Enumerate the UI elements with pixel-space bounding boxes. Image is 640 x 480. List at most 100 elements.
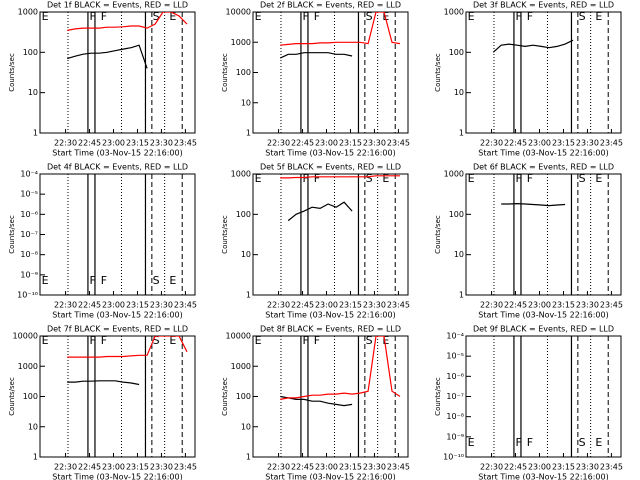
x-tick-label: 22:45 <box>291 139 314 148</box>
panel-title: Det 2f BLACK = Events, RED = LLD <box>260 1 401 10</box>
event-label: F <box>90 274 96 287</box>
x-tick-label: 23:45 <box>600 301 623 310</box>
event-label: E <box>255 172 262 185</box>
event-label: S <box>579 172 586 185</box>
x-tick-label: 22:45 <box>78 139 101 148</box>
plot-frame <box>39 11 196 134</box>
y-axis-label: Counts/sec <box>221 377 229 416</box>
event-label: S <box>579 436 586 449</box>
x-tick-label: 22:30 <box>267 139 290 148</box>
y-tick-label: 1000 <box>231 38 251 47</box>
y-tick-label: 10⁻⁷ <box>446 392 464 401</box>
x-tick-label: 23:30 <box>150 301 173 310</box>
x-axis-label: Start Time (03-Nov-15 22:16:00) <box>478 149 608 158</box>
y-tick-label: 1 <box>33 129 38 138</box>
series-line <box>279 52 353 59</box>
x-tick-label: 22:30 <box>480 301 503 310</box>
event-label: F <box>527 10 533 23</box>
x-tick-label: 22:45 <box>291 301 314 310</box>
event-label: E <box>382 172 389 185</box>
plot-frame <box>252 335 409 458</box>
y-axis-label: Counts/sec <box>8 215 16 254</box>
x-tick-label: 22:45 <box>78 301 101 310</box>
y-axis-label: Counts/sec <box>221 215 229 254</box>
x-tick-label: 22:30 <box>54 139 77 148</box>
x-tick-label: 22:45 <box>504 139 527 148</box>
y-tick-label: 1 <box>459 291 464 300</box>
y-tick-label: 1000 <box>231 362 251 371</box>
y-tick-label: 10⁻⁶ <box>20 210 38 219</box>
y-tick-label: 100 <box>236 68 251 77</box>
event-label: F <box>101 274 107 287</box>
x-tick-label: 22:30 <box>480 139 503 148</box>
series-line <box>67 380 140 386</box>
y-tick-label: 1 <box>33 453 38 462</box>
x-tick-label: 23:45 <box>387 139 410 148</box>
y-tick-label: 10⁻⁹ <box>446 432 464 441</box>
x-tick-label: 22:30 <box>54 301 77 310</box>
event-label: E <box>42 274 49 287</box>
panel: Det 7f BLACK = Events, RED = LLD Start Ti… <box>8 325 197 480</box>
series-line <box>280 336 401 400</box>
x-tick-label: 23:00 <box>315 463 338 472</box>
panel: Det 1f BLACK = Events, RED = LLD Start Ti… <box>8 1 197 158</box>
y-tick-label: 10 <box>241 250 251 259</box>
x-tick-label: 22:45 <box>291 463 314 472</box>
y-axis-label: Counts/sec <box>8 53 16 92</box>
event-label: E <box>595 172 602 185</box>
y-tick-label: 10⁻⁵ <box>446 352 464 361</box>
x-tick-label: 23:30 <box>576 301 599 310</box>
x-axis-label: Start Time (03-Nov-15 22:16:00) <box>52 149 182 158</box>
y-tick-label: 10⁻⁴ <box>446 332 464 341</box>
y-tick-label: 10000 <box>226 332 251 341</box>
event-label: F <box>314 172 320 185</box>
event-label: E <box>468 10 475 23</box>
event-label: E <box>255 334 262 347</box>
event-label: F <box>314 334 320 347</box>
series-line <box>280 12 401 46</box>
y-tick-label: 10⁻⁴ <box>20 170 38 179</box>
y-tick-label: 100 <box>449 210 464 219</box>
x-axis-label: Start Time (03-Nov-15 22:16:00) <box>478 473 608 480</box>
y-tick-label: 1 <box>246 291 251 300</box>
x-tick-label: 23:15 <box>552 139 575 148</box>
event-label: F <box>303 10 309 23</box>
x-tick-label: 22:30 <box>267 301 290 310</box>
x-tick-label: 23:00 <box>315 301 338 310</box>
x-tick-label: 23:30 <box>363 463 386 472</box>
x-tick-label: 23:15 <box>126 301 149 310</box>
y-axis-label: Counts/sec <box>434 377 442 416</box>
x-tick-label: 23:00 <box>102 139 125 148</box>
event-label: F <box>516 10 522 23</box>
event-label: S <box>366 10 373 23</box>
event-label: E <box>169 274 176 287</box>
y-tick-label: 10⁻¹⁰ <box>17 291 38 300</box>
event-label: E <box>169 334 176 347</box>
event-label: F <box>314 10 320 23</box>
event-label: E <box>42 10 49 23</box>
y-tick-label: 1000 <box>18 362 38 371</box>
y-tick-label: 1 <box>459 129 464 138</box>
panel: Det 3f BLACK = Events, RED = LLD Start Ti… <box>434 1 623 158</box>
y-tick-label: 10000 <box>226 8 251 17</box>
event-label: F <box>101 334 107 347</box>
x-tick-label: 23:00 <box>528 463 551 472</box>
x-tick-label: 23:45 <box>387 463 410 472</box>
x-tick-label: 23:15 <box>339 139 362 148</box>
y-tick-label: 1000 <box>444 8 464 17</box>
x-tick-label: 23:15 <box>552 301 575 310</box>
panel-title: Det 9f BLACK = Events, RED = LLD <box>473 325 614 334</box>
y-tick-label: 1000 <box>231 170 251 179</box>
panel: Det 2f BLACK = Events, RED = LLD Start Ti… <box>221 1 410 158</box>
y-axis-label: Counts/sec <box>8 377 16 416</box>
y-tick-label: 10⁻⁸ <box>20 250 38 259</box>
y-tick-label: 10⁻⁹ <box>20 270 38 279</box>
event-label: E <box>382 10 389 23</box>
x-tick-label: 23:15 <box>126 463 149 472</box>
x-tick-label: 23:30 <box>576 139 599 148</box>
panel-title: Det 5f BLACK = Events, RED = LLD <box>260 163 401 172</box>
event-label: E <box>468 172 475 185</box>
series-line <box>280 175 400 179</box>
y-tick-label: 10⁻⁷ <box>20 230 38 239</box>
